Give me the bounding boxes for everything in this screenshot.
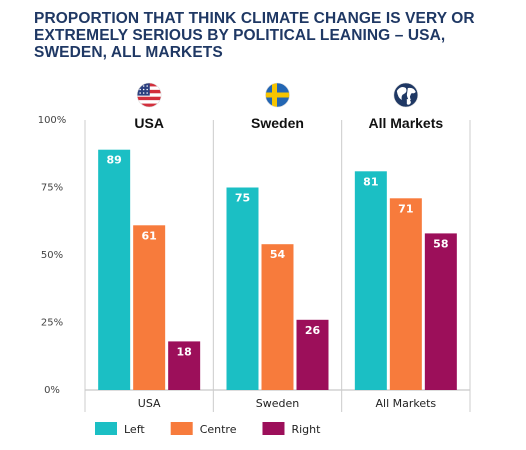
panel-title: All Markets xyxy=(368,115,443,131)
chart-title: PROPORTION THAT THINK CLIMATE CHANGE IS … xyxy=(34,10,475,61)
labels-layer: 89 61 18 USA 75 54 26 Sweden 81 71 58 All Markets xyxy=(107,154,449,410)
bar-right-usa xyxy=(168,341,201,390)
y-tick-label: 0% xyxy=(44,385,60,396)
bar-centre-sweden xyxy=(261,244,294,390)
legend-swatch xyxy=(95,422,117,435)
x-category-label: All Markets xyxy=(375,397,436,410)
bars-layer xyxy=(98,149,457,390)
bar-left-usa xyxy=(98,149,131,390)
us-flag-icon xyxy=(136,82,162,108)
legend-item-left: Left xyxy=(95,422,145,436)
bar-right-all-markets xyxy=(424,233,457,390)
bar-right-sweden xyxy=(296,319,329,390)
bar-value-label: 58 xyxy=(433,237,448,250)
bar-value-label: 54 xyxy=(270,248,286,261)
legend: Left Centre Right xyxy=(95,422,321,436)
legend-label: Centre xyxy=(200,423,237,436)
bar-left-sweden xyxy=(226,187,259,390)
x-category-label: Sweden xyxy=(256,397,299,410)
bar-value-label: 61 xyxy=(142,229,157,242)
panel-headers: USA Sweden All Markets xyxy=(134,82,443,131)
bar-centre-usa xyxy=(133,225,166,390)
bar-value-label: 18 xyxy=(177,345,192,358)
legend-label: Right xyxy=(291,423,321,436)
y-tick-label: 25% xyxy=(41,318,63,329)
y-tick-label: 75% xyxy=(41,183,63,194)
globe-icon xyxy=(393,82,419,108)
legend-swatch xyxy=(170,422,193,435)
legend-item-right: Right xyxy=(262,422,321,436)
bar-left-all-markets xyxy=(354,171,387,390)
bar-value-label: 71 xyxy=(398,202,413,215)
panel-title: Sweden xyxy=(251,115,304,131)
legend-swatch xyxy=(262,422,285,435)
x-category-label: USA xyxy=(138,397,161,410)
panel-title: USA xyxy=(134,115,164,131)
legend-label: Left xyxy=(124,423,145,436)
bar-value-label: 89 xyxy=(107,154,122,167)
bar-value-label: 81 xyxy=(363,175,378,188)
legend-item-centre: Centre xyxy=(170,422,237,436)
bar-centre-all-markets xyxy=(389,198,422,390)
grid-layer: 100% 75% 50% 25% 0% xyxy=(38,115,471,412)
bar-value-label: 75 xyxy=(235,192,250,205)
bar-value-label: 26 xyxy=(305,324,321,337)
y-tick-label: 100% xyxy=(38,115,67,126)
sweden-flag-icon xyxy=(265,82,290,108)
y-tick-label: 50% xyxy=(41,250,63,261)
